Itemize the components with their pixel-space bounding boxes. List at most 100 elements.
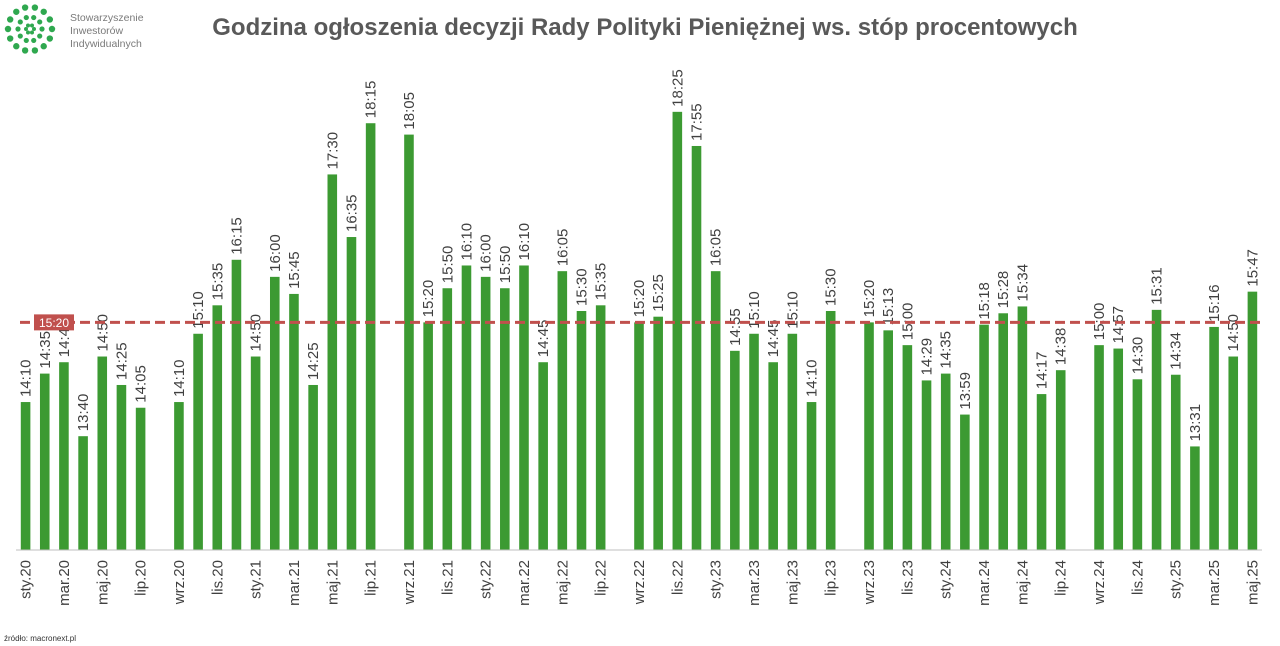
bar <box>864 322 874 550</box>
data-label: 16:10 <box>458 223 475 261</box>
data-label: 15:20 <box>420 280 437 318</box>
x-tick-label: lip.20 <box>133 560 150 596</box>
logo-dot <box>31 14 37 21</box>
data-label: 14:57 <box>1110 306 1127 344</box>
x-tick-label: lis.23 <box>899 560 916 595</box>
bar <box>1228 356 1239 550</box>
bar <box>78 436 88 550</box>
x-tick-label: wrz.21 <box>401 560 418 605</box>
bar <box>174 402 184 550</box>
logo-dot <box>48 25 56 33</box>
data-label: 13:40 <box>75 394 92 432</box>
data-label: 14:35 <box>37 331 54 369</box>
x-tick-label: lis.21 <box>439 560 456 595</box>
data-label: 15:10 <box>190 291 207 329</box>
data-label: 14:55 <box>727 308 744 346</box>
data-label: 14:10 <box>804 360 821 398</box>
x-tick-label: mar.25 <box>1206 560 1223 606</box>
data-label: 15:45 <box>286 251 303 289</box>
x-tick-label: mar.21 <box>286 560 303 606</box>
x-tick-label: wrz.20 <box>171 560 188 605</box>
data-label: 14:50 <box>1225 314 1242 352</box>
chart-title-text: Godzina ogłoszenia decyzji Rady Polityki… <box>212 14 1078 41</box>
logo-text: Stowarzyszenie Inwestorów Indywidualnych <box>70 12 144 51</box>
logo-dot <box>46 35 54 42</box>
data-label: 14:10 <box>18 360 35 398</box>
data-label: 16:10 <box>516 223 533 261</box>
bar <box>768 362 778 550</box>
bar <box>250 356 261 550</box>
x-tick-label: lis.22 <box>669 560 686 595</box>
x-tick-label: lip.23 <box>823 560 840 596</box>
data-label: 18:25 <box>669 69 686 107</box>
bar <box>97 356 108 550</box>
x-tick-label: wrz.23 <box>861 560 878 605</box>
bar <box>710 271 721 550</box>
bar <box>1151 309 1162 550</box>
bar <box>519 265 529 550</box>
bar <box>979 324 989 550</box>
x-tick-label: sty.25 <box>1168 560 1185 599</box>
bar <box>1055 370 1066 550</box>
logo-dot <box>32 27 36 31</box>
data-label: 14:50 <box>248 314 265 352</box>
data-label: 14:29 <box>919 338 936 376</box>
data-label: 18:15 <box>363 81 380 119</box>
logo-dot <box>21 4 29 11</box>
bar <box>116 384 127 550</box>
logo-dot <box>6 35 14 42</box>
logo-line: Stowarzyszenie <box>70 12 144 24</box>
logo <box>4 4 56 54</box>
bar <box>500 288 510 550</box>
source-note: źródło: macronext.pl <box>4 634 77 643</box>
bar <box>193 333 203 550</box>
bar <box>1036 394 1047 550</box>
data-label: 13:31 <box>1187 404 1204 442</box>
bar <box>730 350 740 550</box>
data-label: 15:20 <box>861 280 878 318</box>
bar <box>787 333 798 550</box>
data-label: 15:28 <box>995 271 1012 309</box>
data-label: 15:30 <box>823 268 840 306</box>
logo-dot <box>30 30 34 35</box>
bar <box>557 271 568 550</box>
bar <box>825 311 836 550</box>
data-label: 15:34 <box>1014 264 1031 302</box>
bar <box>634 322 644 550</box>
data-label: 14:50 <box>94 314 111 352</box>
bar <box>883 330 893 550</box>
data-label: 16:00 <box>267 234 284 272</box>
data-label: 16:35 <box>343 194 360 232</box>
data-label: 16:00 <box>478 234 495 272</box>
data-label: 16:05 <box>708 229 725 267</box>
data-label: 18:05 <box>401 92 418 130</box>
logo-dot <box>31 47 39 54</box>
logo-dot <box>6 16 14 23</box>
logo-dot <box>13 8 20 15</box>
logo-line: Indywidualnych <box>70 38 142 50</box>
bar <box>538 362 548 550</box>
reference-label: 15:20 <box>39 316 69 330</box>
x-tick-label: mar.22 <box>516 560 533 606</box>
bar <box>308 384 318 550</box>
bar <box>423 322 433 550</box>
data-label: 15:35 <box>209 263 226 301</box>
x-tick-label: wrz.24 <box>1091 560 1108 605</box>
bar <box>327 174 338 550</box>
bar <box>404 134 414 550</box>
data-label: 14:35 <box>938 331 955 369</box>
data-label: 15:13 <box>880 288 897 326</box>
x-tick-label: mar.20 <box>56 560 73 606</box>
logo-mark-icon <box>4 4 56 54</box>
logo-dot <box>23 14 29 21</box>
x-tick-label: maj.23 <box>784 560 801 605</box>
logo-dot <box>17 33 23 39</box>
logo-dot <box>31 4 39 11</box>
bar <box>20 402 31 550</box>
x-tick-label: sty.23 <box>708 560 725 599</box>
x-tick-label: maj.25 <box>1244 560 1261 605</box>
bar <box>1113 348 1124 550</box>
x-tick-label: wrz.22 <box>631 560 648 605</box>
logo-dot <box>37 19 43 25</box>
